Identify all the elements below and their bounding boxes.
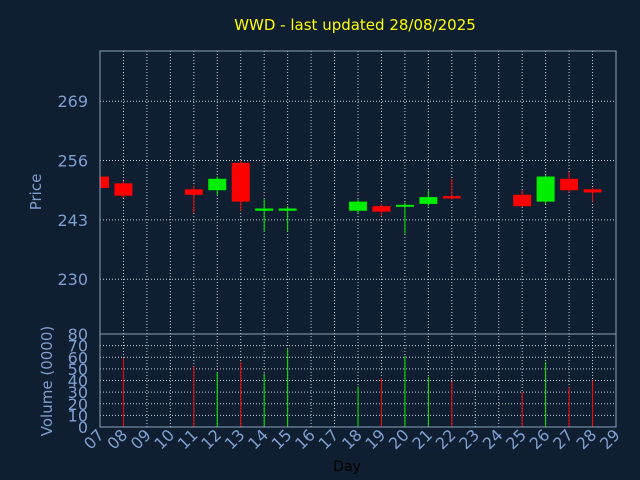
volume-tick-label: 10 (68, 406, 88, 425)
candle-body (255, 208, 274, 211)
price-tick-label: 230 (57, 270, 88, 289)
volume-tick-label: 40 (68, 372, 88, 391)
grid-lines (99, 51, 617, 428)
day-tick-labels: 0708091011121314151617181920212223242526… (80, 425, 624, 453)
candle-body (419, 197, 438, 204)
candle-body (278, 208, 297, 211)
candle-25 (513, 190, 532, 208)
candle-body (100, 176, 109, 188)
candle-28 (583, 187, 602, 202)
volume-tick-label: 50 (68, 360, 88, 379)
candle-12 (208, 176, 227, 195)
candle-body (208, 178, 227, 191)
candle-15 (278, 206, 297, 232)
volume-tick-label: 70 (68, 337, 88, 356)
candle-body (349, 201, 367, 211)
candle-14 (255, 199, 274, 232)
volume-panel-frame (99, 333, 617, 428)
volume-tick-label: 0 (78, 418, 88, 437)
candle-body (536, 176, 555, 202)
volume-tick-label: 60 (68, 348, 88, 367)
candle-20 (395, 202, 414, 234)
price-axis-label: Price (27, 174, 45, 211)
candle-body (372, 206, 391, 212)
candle-07 (99, 174, 109, 193)
volume-tick-label: 80 (68, 325, 88, 344)
candle-body (442, 196, 461, 199)
volume-tick-label: 20 (68, 395, 88, 414)
candle-body (560, 178, 579, 191)
candle-22 (442, 178, 461, 200)
volume-tick-label: 30 (68, 383, 88, 402)
candle-08 (114, 181, 133, 198)
candle-body (395, 204, 414, 207)
candle-body (513, 194, 532, 207)
candle-body (583, 189, 602, 193)
candle-21 (419, 190, 438, 207)
x-axis-label: Day (333, 459, 361, 475)
price-tick-label: 269 (57, 92, 88, 111)
candle-19 (372, 203, 391, 217)
price-tick-label: 243 (57, 211, 88, 230)
chart-title: WWD - last updated 28/08/2025 (234, 16, 476, 34)
candle-13 (231, 160, 250, 211)
volume-bars (122, 349, 594, 427)
candles (99, 160, 602, 234)
candle-11 (184, 185, 203, 214)
day-tick-label: 29 (596, 425, 624, 453)
volume-axis-label: Volume (0000) (38, 326, 56, 436)
candle-26 (536, 175, 555, 204)
candle-body (184, 189, 203, 195)
candle-27 (560, 171, 579, 193)
price-tick-labels: 230 243 256 269 (57, 92, 88, 289)
candle-body (231, 162, 250, 202)
candle-body (114, 183, 133, 196)
price-tick-label: 256 (57, 152, 88, 171)
candle-18 (349, 199, 367, 214)
